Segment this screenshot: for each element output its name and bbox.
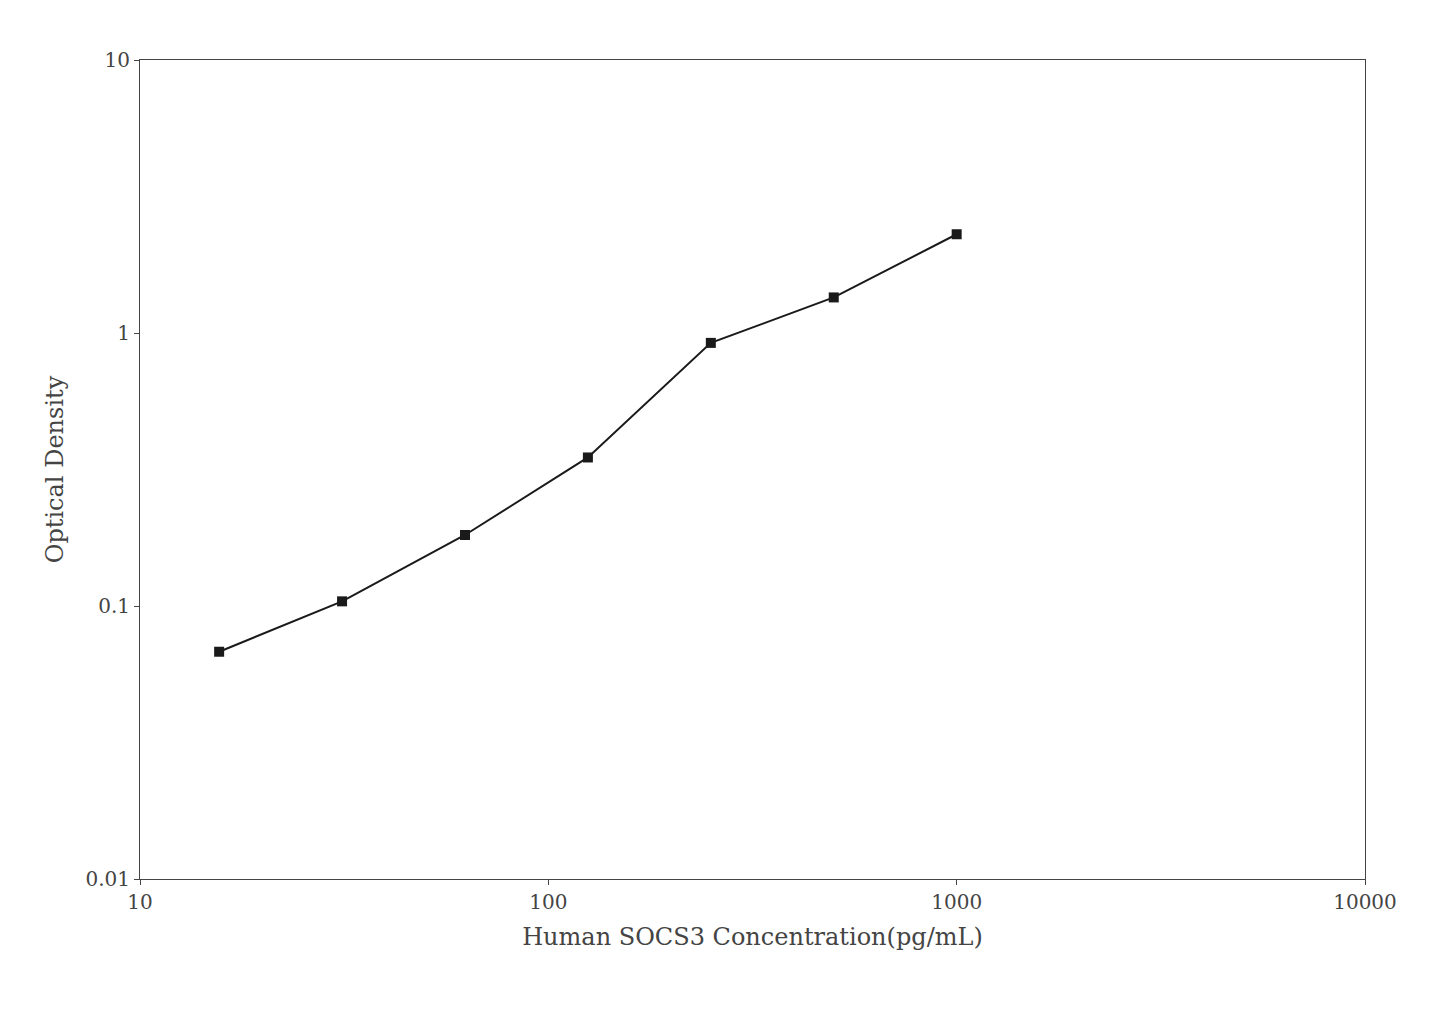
svg-text:Human SOCS3 Concentration(pg/m: Human SOCS3 Concentration(pg/mL) [522,923,983,951]
svg-text:1: 1 [117,321,130,345]
svg-text:0.1: 0.1 [98,594,130,618]
svg-text:1000: 1000 [931,890,982,914]
svg-text:10: 10 [105,48,130,72]
svg-text:10: 10 [127,890,152,914]
svg-text:10000: 10000 [1333,890,1397,914]
svg-text:0.01: 0.01 [85,867,130,891]
svg-text:Optical Density: Optical Density [41,375,69,563]
svg-text:100: 100 [529,890,567,914]
